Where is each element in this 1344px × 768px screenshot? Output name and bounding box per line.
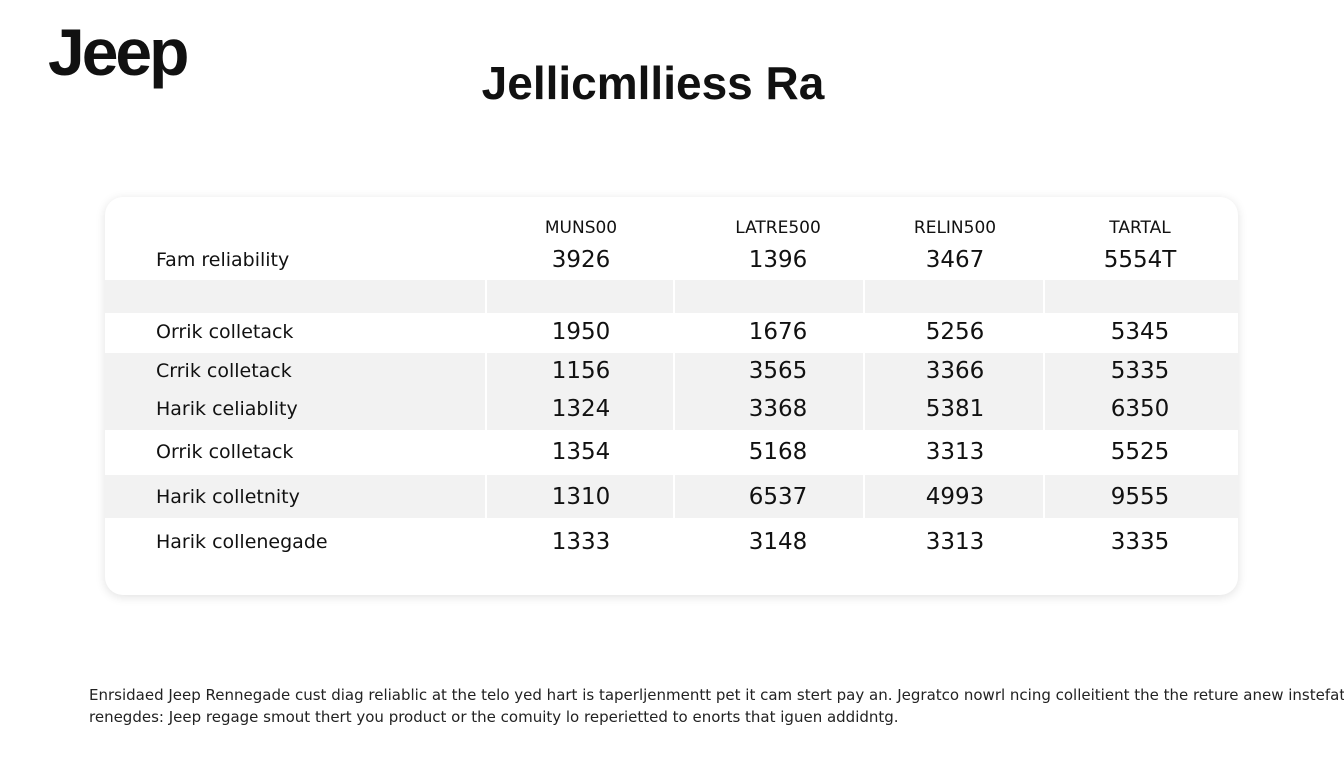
cell-value: 3565 bbox=[748, 358, 808, 384]
row-label: Harik collenegade bbox=[156, 531, 328, 553]
page-title: Jellicmlliess Ra bbox=[481, 57, 825, 109]
cell-value: 4993 bbox=[925, 484, 985, 510]
cell-value: 3368 bbox=[748, 396, 808, 422]
row-band bbox=[105, 353, 1238, 430]
column-header: TARTAL bbox=[1109, 218, 1171, 238]
cell-value: 5525 bbox=[1110, 439, 1170, 465]
row-label: Fam reliability bbox=[156, 249, 290, 271]
column-header: RELIN500 bbox=[913, 218, 997, 238]
cell-value: 9555 bbox=[1110, 484, 1170, 510]
cell-value: 6537 bbox=[748, 484, 808, 510]
cell-value: 5554T bbox=[1103, 247, 1177, 273]
cell-value: 1333 bbox=[551, 529, 611, 555]
column-header: MUNS00 bbox=[544, 218, 618, 238]
cell-value: 1950 bbox=[551, 319, 611, 345]
row-band bbox=[105, 475, 1238, 518]
row-label: Orrik colletack bbox=[156, 441, 294, 463]
column-header: LATRE500 bbox=[735, 218, 821, 238]
footer-text: Enrsidaed Jeep Rennegade cust diag relia… bbox=[89, 686, 1344, 704]
cell-value: 1310 bbox=[551, 484, 611, 510]
cell-value: 6350 bbox=[1110, 396, 1170, 422]
row-label: Orrik colletack bbox=[156, 321, 294, 343]
cell-value: 1324 bbox=[551, 396, 611, 422]
cell-value: 5345 bbox=[1110, 319, 1170, 345]
logo: Jeep bbox=[48, 15, 189, 89]
row-label: Harik celiablity bbox=[156, 398, 298, 420]
cell-value: 3313 bbox=[925, 529, 985, 555]
cell-value: 5335 bbox=[1110, 358, 1170, 384]
cell-value: 1396 bbox=[748, 247, 808, 273]
divider bbox=[673, 280, 675, 565]
cell-value: 5168 bbox=[748, 439, 808, 465]
cell-value: 1676 bbox=[748, 319, 808, 345]
cell-value: 3926 bbox=[551, 247, 611, 273]
table-card: MUNS00 LATRE500 RELIN500 TARTAL Fam reliabil… bbox=[105, 197, 1238, 595]
divider bbox=[863, 280, 865, 565]
cell-value: 3467 bbox=[925, 247, 985, 273]
cell-value: 1156 bbox=[551, 358, 611, 384]
cell-value: 1354 bbox=[551, 439, 611, 465]
row-label: Crrik colletack bbox=[156, 360, 292, 382]
row-label: Harik colletnity bbox=[156, 486, 300, 508]
cell-value: 5256 bbox=[925, 319, 985, 345]
cell-value: 3366 bbox=[925, 358, 985, 384]
divider bbox=[1043, 280, 1045, 565]
cell-value: 5381 bbox=[925, 396, 985, 422]
cell-value: 3335 bbox=[1110, 529, 1170, 555]
footer-text: renegdes: Jeep regage smout thert you pr… bbox=[89, 708, 899, 726]
row-band bbox=[105, 280, 1238, 313]
divider bbox=[485, 280, 487, 565]
cell-value: 3313 bbox=[925, 439, 985, 465]
cell-value: 3148 bbox=[748, 529, 808, 555]
